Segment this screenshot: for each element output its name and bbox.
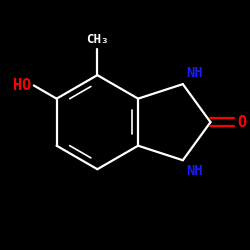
Text: CH₃: CH₃: [86, 33, 108, 46]
Text: NH: NH: [186, 164, 203, 178]
Text: O: O: [238, 115, 247, 130]
Text: HO: HO: [13, 78, 31, 93]
Text: NH: NH: [186, 66, 203, 80]
